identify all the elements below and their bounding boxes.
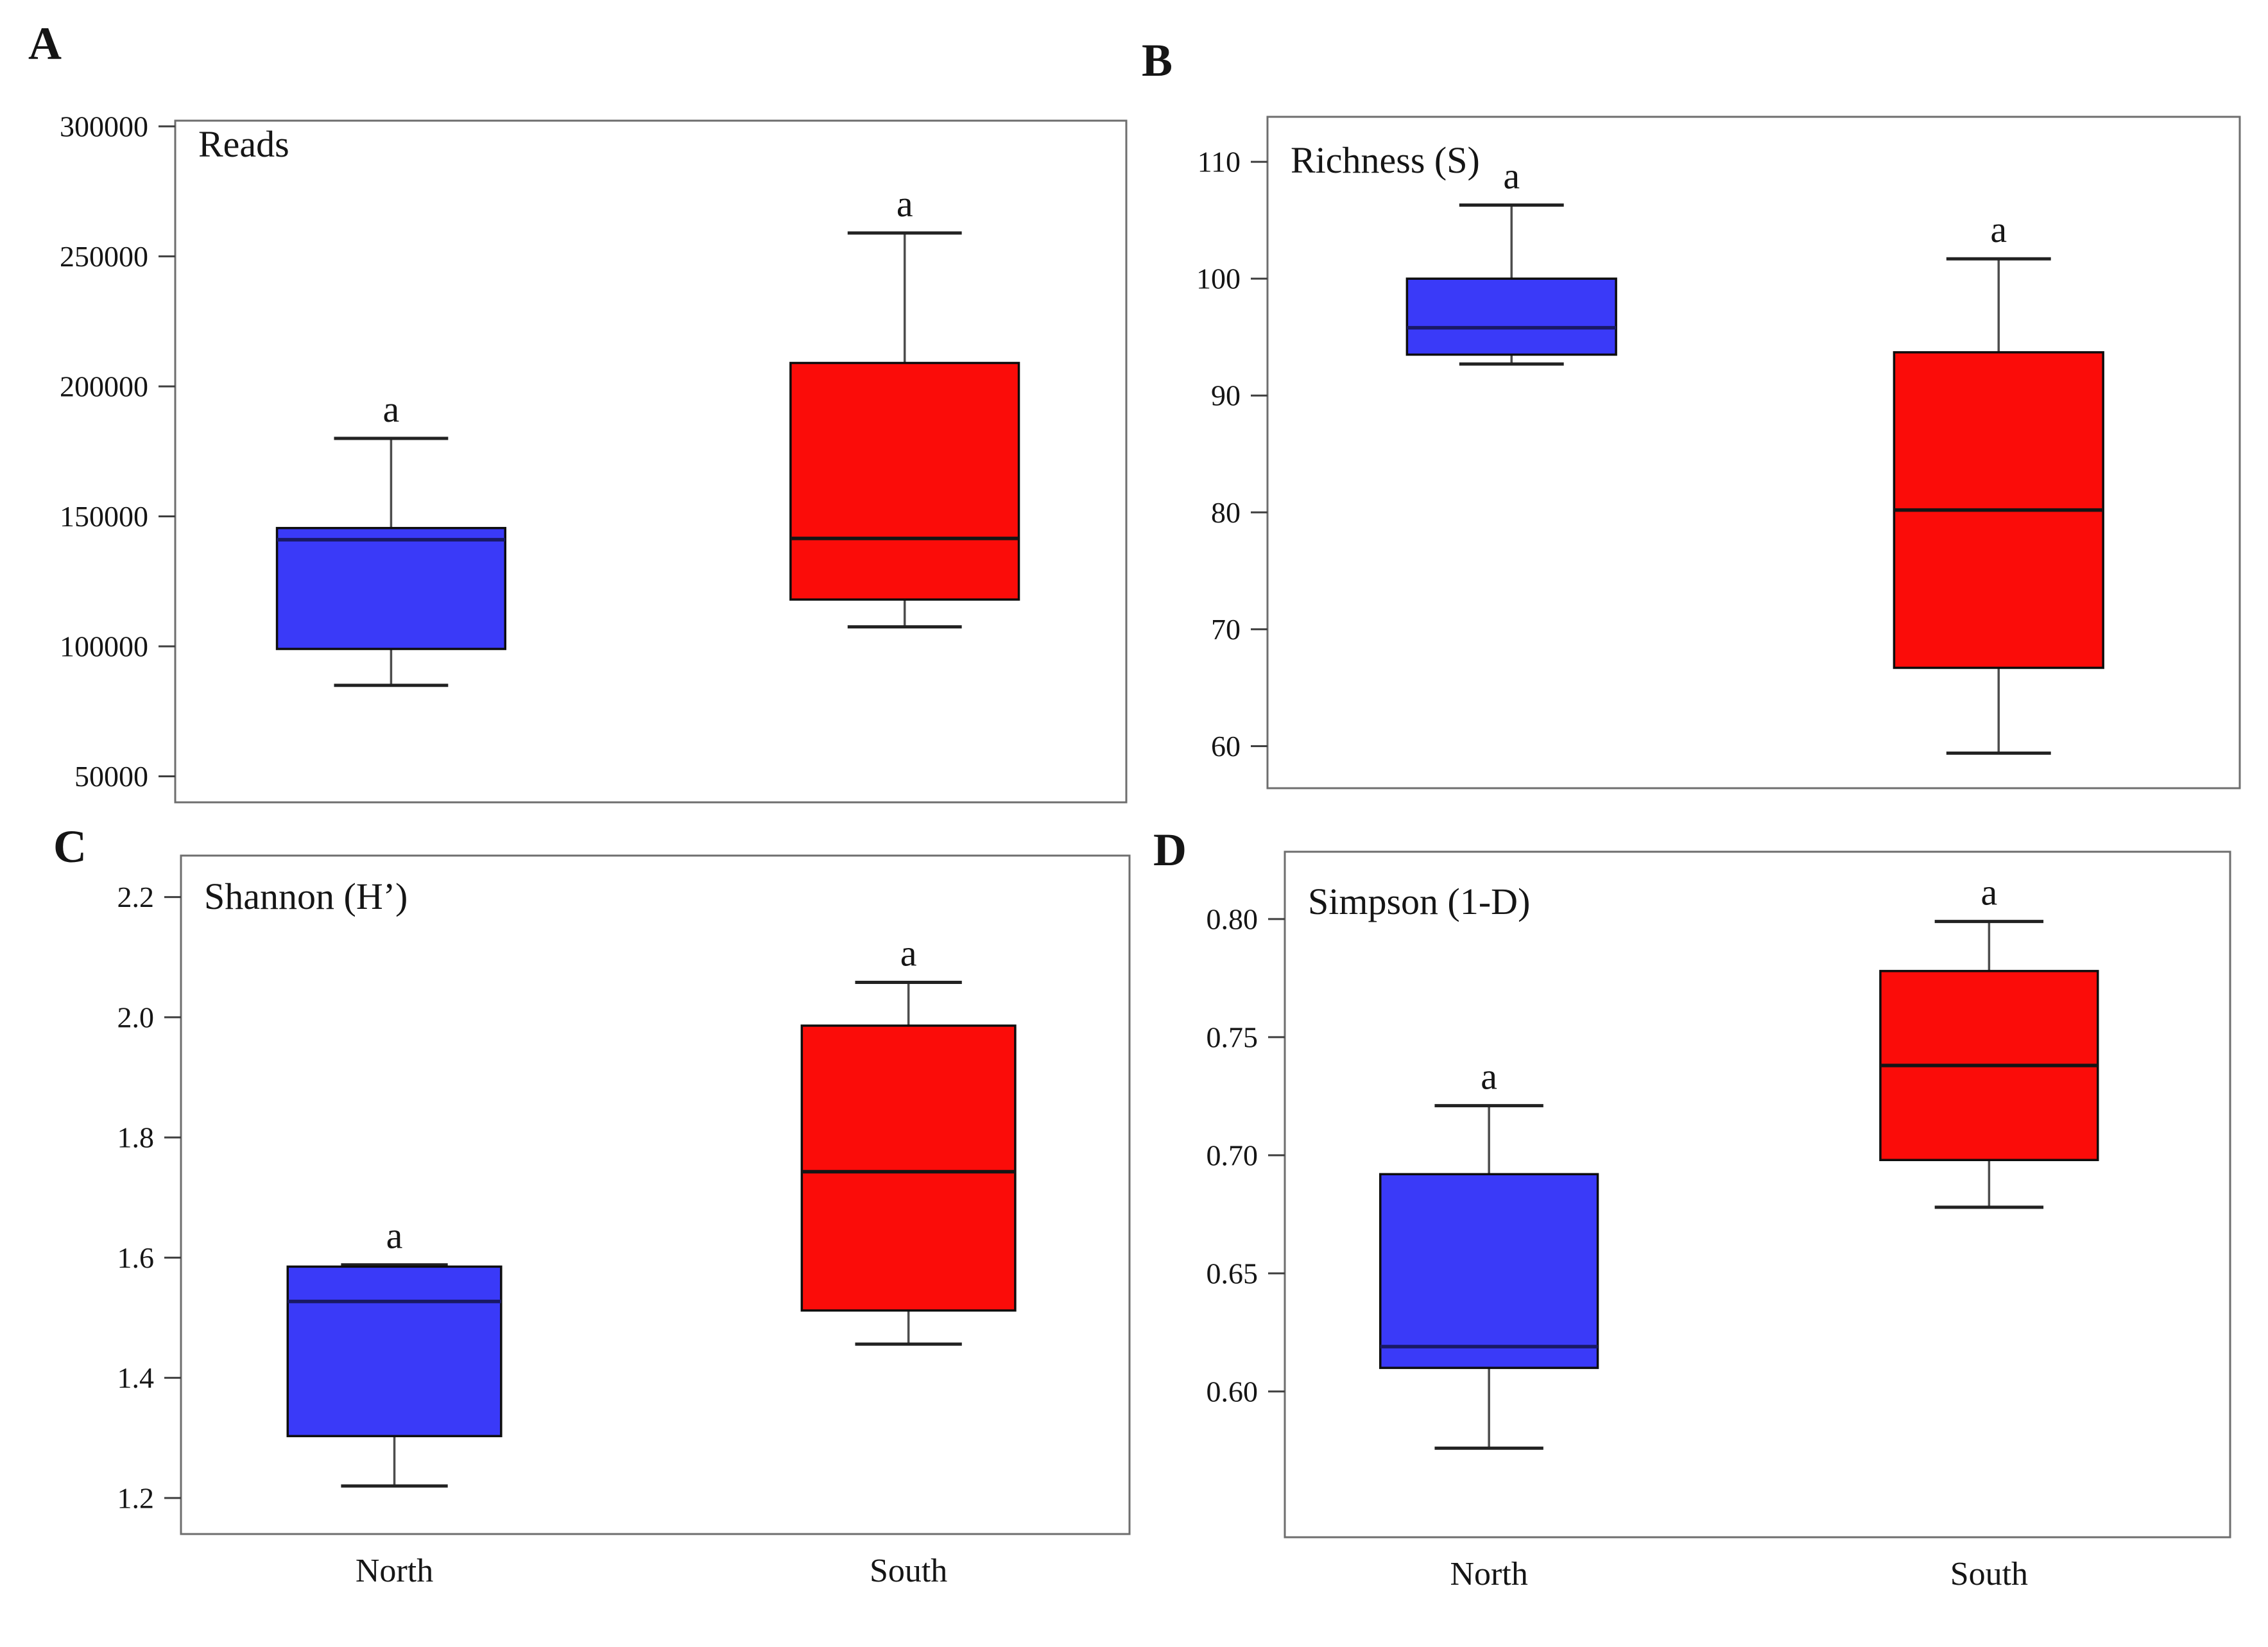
x-category-label-south: South (870, 1553, 947, 1589)
x-category-label-north: North (1450, 1556, 1528, 1592)
box-north (286, 1265, 503, 1438)
x-category-label-north: North (356, 1553, 433, 1589)
box-south (789, 361, 1020, 601)
y-tick-label: 2.0 (117, 1001, 155, 1033)
panel-letter-C: C (53, 821, 87, 872)
boxplot-north-panel-D: a (1379, 1056, 1599, 1450)
y-tick-label: 100 (1196, 263, 1241, 295)
panel-frame (174, 119, 1128, 804)
sig-letter: a (1990, 209, 2007, 250)
y-tick-label: 0.60 (1207, 1375, 1259, 1408)
y-tick-label: 60 (1211, 730, 1241, 763)
panel-frame (1284, 850, 2231, 1539)
y-tick-label: 0.70 (1207, 1139, 1259, 1171)
panel-title: Simpson (1-D) (1308, 881, 1530, 922)
box-north (275, 526, 507, 650)
y-tick-label: 1.8 (117, 1121, 155, 1154)
boxplot-south-panel-B: a (1893, 209, 2104, 755)
sig-letter: a (1503, 155, 1520, 196)
panel-D: D 0.60 0.65 0.70 0.75 0.80 Simpson (1-D) a North… (1153, 824, 2231, 1592)
boxplot-north-panel-C: a (286, 1215, 503, 1488)
sig-letter: a (1481, 1056, 1497, 1098)
sig-letter: a (1981, 872, 1998, 913)
boxplot-south-panel-D: a (1879, 872, 2099, 1209)
y-tick-label: 0.80 (1207, 902, 1259, 935)
sig-letter: a (897, 183, 913, 225)
panel-C: C 1.2 1.4 1.6 1.8 2.0 2.2 Shannon (H’) a North a So… (53, 821, 1131, 1589)
panel-letter-A: A (28, 18, 62, 69)
panel-frame (180, 854, 1131, 1535)
panel-title: Shannon (H’) (204, 875, 408, 917)
y-tick-label: 1.6 (117, 1241, 155, 1274)
x-category-label-south: South (1950, 1556, 2028, 1592)
y-tick-label: 0.65 (1207, 1257, 1259, 1289)
panel-B: B 60 70 80 90 100 110 Richness (S) a a (1142, 35, 2241, 789)
y-tick-label: 1.2 (117, 1481, 155, 1514)
panel-frame (1266, 116, 2241, 789)
sig-letter: a (386, 1215, 403, 1257)
panel-letter-D: D (1153, 824, 1187, 875)
y-tick-label: 100000 (60, 630, 148, 662)
box-north (1379, 1173, 1599, 1369)
y-tick-label: 70 (1211, 613, 1241, 646)
boxplot-south-panel-C: a (800, 933, 1017, 1346)
y-tick-label: 1.4 (117, 1361, 155, 1394)
boxplot-north-panel-B: a (1405, 155, 1617, 366)
y-tick-label: 300000 (60, 110, 148, 142)
y-tick-label: 200000 (60, 370, 148, 402)
y-tick-label: 0.75 (1207, 1021, 1259, 1053)
y-tick-label: 150000 (60, 500, 148, 533)
boxplot-south-panel-A: a (789, 183, 1020, 629)
y-tick-label: 50000 (74, 760, 148, 793)
panel-title: Richness (S) (1291, 139, 1480, 181)
y-tick-label: 2.2 (117, 881, 155, 913)
sig-letter: a (383, 388, 400, 430)
sig-letter: a (900, 933, 917, 974)
panel-title: Reads (198, 123, 289, 165)
y-tick-label: 80 (1211, 496, 1241, 529)
y-tick-label: 110 (1198, 146, 1241, 178)
panel-A: A 50000 100000 150000 200000 250000 300000 Read… (28, 18, 1128, 804)
y-tick-label: 250000 (60, 240, 148, 273)
box-north (1405, 277, 1617, 356)
boxplot-north-panel-A: a (275, 388, 507, 687)
box-south (800, 1024, 1017, 1312)
y-tick-label: 90 (1211, 379, 1241, 412)
panel-letter-B: B (1142, 35, 1173, 86)
